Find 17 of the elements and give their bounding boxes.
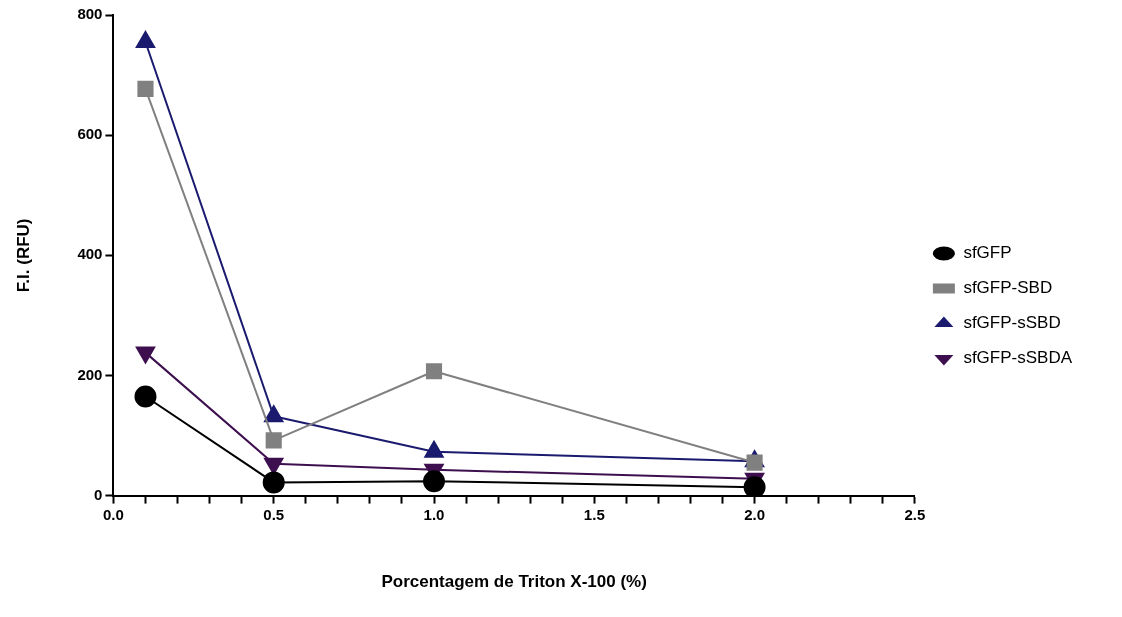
x-tick-label: 2.5 — [904, 505, 926, 523]
y-tick-label: 200 — [77, 365, 103, 383]
y-tick-label: 800 — [77, 5, 103, 23]
legend-label: sfGFP-sSBD — [963, 313, 1061, 333]
x-tick-label: 0.0 — [103, 505, 124, 523]
x-tick-label: 1.0 — [423, 505, 445, 523]
y-tick-label: 600 — [77, 125, 103, 143]
x-tick-label: 1.5 — [583, 505, 605, 523]
x-tick-label: 2.0 — [744, 505, 766, 523]
legend-label: sfGFP-sSBDA — [963, 348, 1073, 368]
legend-label: sfGFP — [963, 243, 1012, 263]
x-tick-label: 0.5 — [263, 505, 285, 523]
y-tick-label: 0 — [94, 485, 103, 503]
legend-label: sfGFP-SBD — [963, 278, 1053, 298]
x-axis-title: Porcentagem de Triton X-100 (%) — [381, 572, 647, 592]
y-tick-label: 400 — [77, 245, 103, 263]
y-axis-title: F.I. (RFU) — [13, 218, 33, 293]
